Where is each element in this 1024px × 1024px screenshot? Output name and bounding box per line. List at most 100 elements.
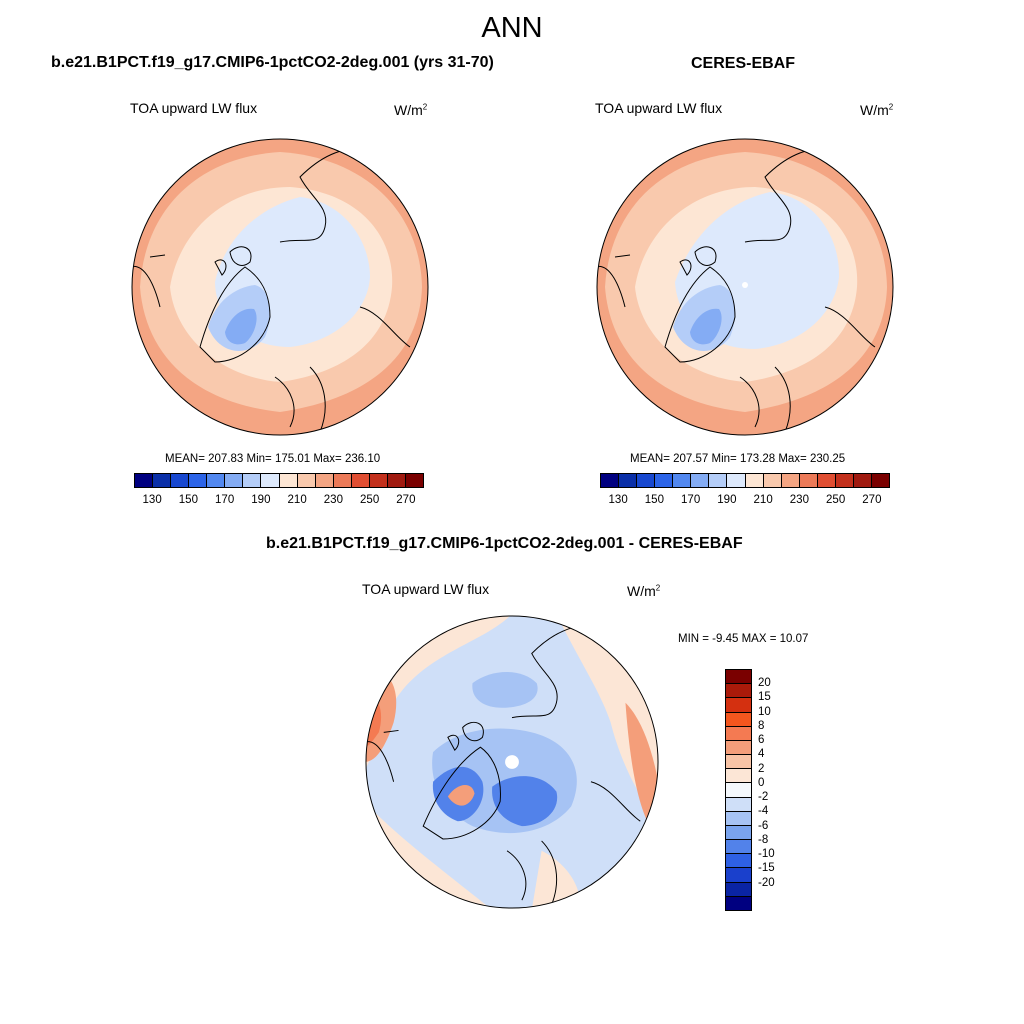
colorbar-tick-label: 15 [758, 691, 771, 704]
colorbar-tick-label: 190 [717, 494, 737, 506]
panel-1-stats: MEAN= 207.83 Min= 175.01 Max= 236.10 [165, 453, 381, 465]
colorbar-cell [726, 684, 751, 699]
panel-1-title: b.e21.B1PCT.f19_g17.CMIP6-1pctCO2-2deg.0… [51, 54, 494, 71]
polar-map-model [131, 138, 429, 436]
panel-1-unit: W/m2 [394, 102, 428, 118]
colorbar-tick-label: -8 [758, 833, 769, 846]
main-title: ANN [481, 12, 543, 44]
colorbar-cell [405, 474, 423, 487]
colorbar-cell [727, 474, 746, 487]
colorbar-tick-label: 230 [323, 494, 343, 506]
colorbar-cell [726, 726, 751, 741]
colorbar-tick-label: 210 [287, 494, 307, 506]
colorbar-tick-label: 190 [251, 494, 271, 506]
colorbar-cell [351, 474, 370, 487]
colorbar-cell [835, 474, 854, 487]
colorbar-cell [655, 474, 674, 487]
colorbar-tick-label: 270 [396, 494, 416, 506]
colorbar-cell [261, 474, 280, 487]
colorbar-cell [726, 740, 751, 756]
colorbar-tick-label: 4 [758, 748, 765, 761]
colorbar-cell [387, 474, 406, 487]
colorbar-cell [673, 474, 692, 487]
colorbar-tick-label: 250 [826, 494, 846, 506]
colorbar-cell [799, 474, 818, 487]
colorbar-cell [726, 712, 751, 727]
panel-1-variable: TOA upward LW flux [130, 100, 258, 116]
colorbar-tick-label: 210 [753, 494, 773, 506]
colorbar-cell [871, 474, 889, 487]
colorbar-cell [726, 854, 751, 869]
colorbar-cell [297, 474, 316, 487]
colorbar-tick-label: 20 [758, 677, 771, 690]
colorbar-cell [315, 474, 334, 487]
colorbar-cell [619, 474, 638, 487]
colorbar-cell [726, 882, 751, 897]
colorbar-cell [726, 868, 751, 883]
colorbar-cell [601, 474, 620, 487]
panel-2-unit: W/m2 [860, 102, 894, 118]
colorbar-tick-label: -10 [758, 848, 775, 861]
colorbar-cell [135, 474, 154, 487]
colorbar-tick-label: -4 [758, 805, 769, 818]
colorbar-cell [369, 474, 388, 487]
colorbar-model-labels: 130 150 170 190 210 230 250 270 [134, 494, 424, 508]
colorbar-cell [189, 474, 208, 487]
colorbar-cell [709, 474, 728, 487]
colorbar-cell [817, 474, 836, 487]
colorbar-cell [726, 797, 751, 812]
polar-map-observation [596, 138, 894, 436]
colorbar-tick-label: 2 [758, 762, 765, 775]
colorbar-cell [726, 896, 751, 910]
colorbar-tick-label: 230 [789, 494, 809, 506]
panel-2-title: CERES-EBAF [691, 55, 796, 72]
colorbar-cell [207, 474, 226, 487]
colorbar-cell [726, 783, 751, 798]
colorbar-tick-label: 170 [215, 494, 235, 506]
colorbar-cell [243, 474, 262, 487]
colorbar-tick-label: 6 [758, 734, 765, 747]
panel-2-variable: TOA upward LW flux [595, 100, 723, 116]
colorbar-tick-label: 150 [178, 494, 198, 506]
colorbar-cell [153, 474, 172, 487]
colorbar-cell [726, 825, 751, 841]
colorbar-tick-label: 10 [758, 705, 771, 718]
colorbar-cell [853, 474, 872, 487]
colorbar-cell [726, 698, 751, 713]
colorbar-cell [781, 474, 800, 487]
colorbar-difference [725, 669, 752, 911]
diff-minmax: MIN = -9.45 MAX = 10.07 [678, 633, 809, 645]
colorbar-cell [726, 840, 751, 855]
polar-map-difference [365, 615, 659, 909]
panel-2-stats: MEAN= 207.57 Min= 173.28 Max= 230.25 [630, 453, 846, 465]
colorbar-tick-label: 130 [142, 494, 162, 506]
diff-variable: TOA upward LW flux [362, 581, 490, 597]
colorbar-cell [726, 769, 751, 784]
colorbar-tick-label: 0 [758, 776, 765, 789]
colorbar-cell [171, 474, 190, 487]
colorbar-cell [333, 474, 352, 487]
colorbar-tick-label: 250 [360, 494, 380, 506]
diff-title: b.e21.B1PCT.f19_g17.CMIP6-1pctCO2-2deg.0… [266, 535, 743, 552]
colorbar-model [134, 473, 424, 488]
colorbar-tick-label: 170 [681, 494, 701, 506]
colorbar-difference-labels: 20 15 10 8 6 4 2 0 -2 -4 -6 -8 -10 -15 -20 [758, 669, 798, 911]
colorbar-cell [726, 811, 751, 826]
colorbar-observation-labels: 130 150 170 190 210 230 250 270 [600, 494, 890, 508]
colorbar-tick-label: -6 [758, 819, 769, 832]
colorbar-tick-label: 150 [644, 494, 664, 506]
colorbar-cell [225, 474, 244, 487]
colorbar-tick-label: -20 [758, 876, 775, 889]
colorbar-cell [745, 474, 764, 487]
colorbar-tick-label: -2 [758, 791, 769, 804]
colorbar-cell [691, 474, 710, 487]
colorbar-tick-label: -15 [758, 862, 775, 875]
colorbar-tick-label: 270 [862, 494, 882, 506]
colorbar-cell [726, 755, 751, 770]
colorbar-tick-label: 8 [758, 719, 765, 732]
colorbar-observation [600, 473, 890, 488]
colorbar-cell [279, 474, 298, 487]
diff-unit: W/m2 [627, 583, 661, 599]
colorbar-cell [763, 474, 782, 487]
colorbar-tick-label: 130 [608, 494, 628, 506]
